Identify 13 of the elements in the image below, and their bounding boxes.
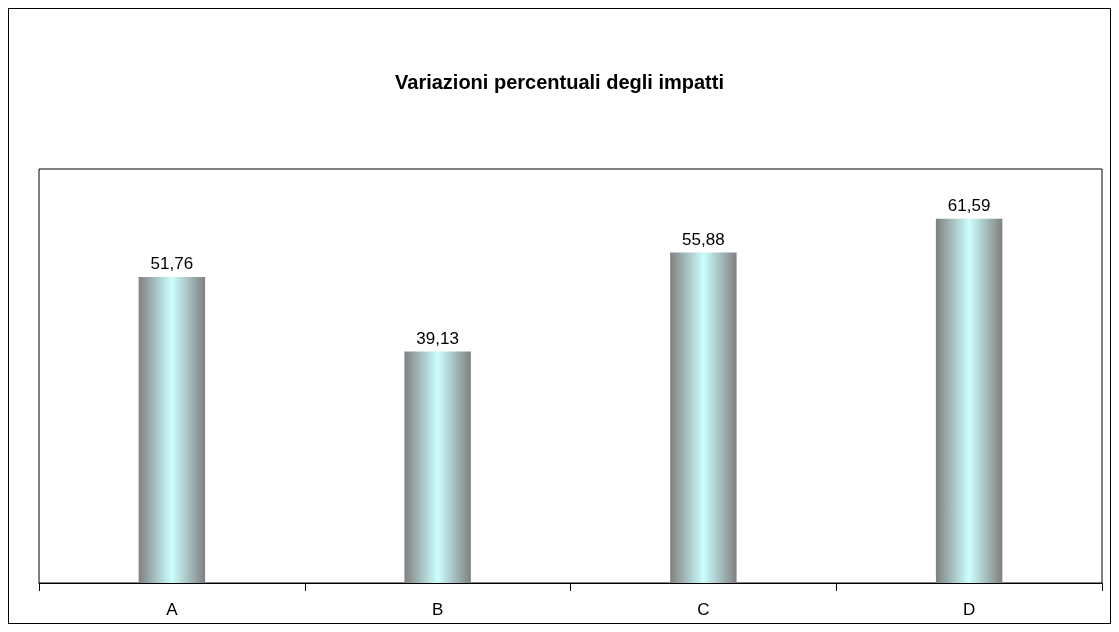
data-label: 39,13 [416,328,459,348]
bar [670,252,737,583]
bar [404,351,471,583]
bar [138,276,206,583]
data-label: 51,76 [150,253,194,273]
x-tick-label: A [166,600,179,619]
bar [935,218,1003,583]
x-tick-label: C [697,600,710,619]
data-label: 55,88 [682,229,725,249]
chart-title: Variazioni percentuali degli impatti [395,71,724,93]
data-label: 61,59 [947,195,991,215]
x-tick-label: B [431,600,444,619]
x-tick-label: D [962,600,976,619]
